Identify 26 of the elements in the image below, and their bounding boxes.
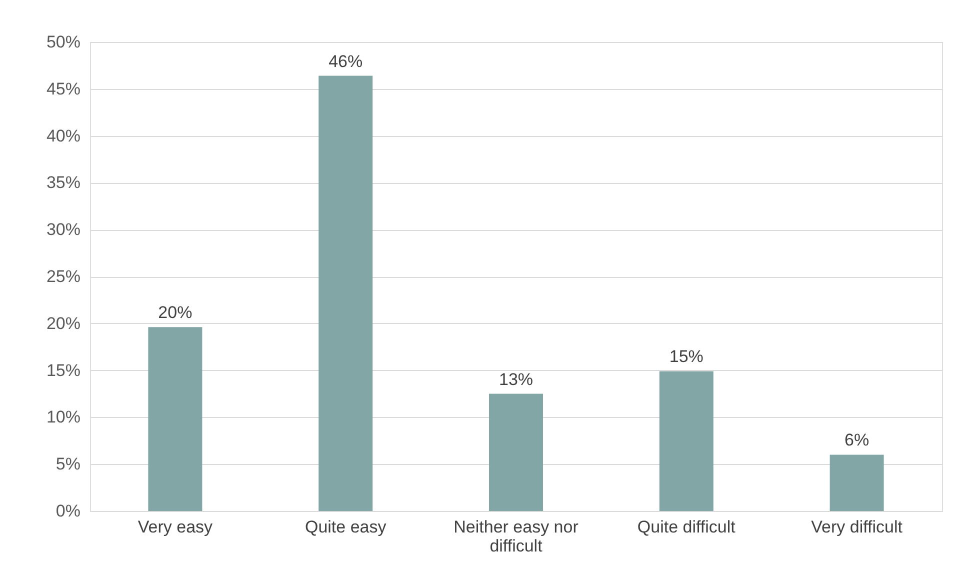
data-label: 13% [498,370,534,389]
y-tick-label: 10% [46,408,80,427]
bar [318,76,373,511]
data-label: 20% [158,303,192,322]
y-tick-label: 35% [46,173,80,192]
y-tick-label: 30% [46,220,80,240]
bar [830,454,884,511]
y-tick-label: 5% [56,454,80,474]
x-tick-label: Quite difficult [637,518,736,536]
x-tick-label: Very easy [138,518,214,536]
y-tick-label: 40% [46,126,80,146]
y-tick-label: 45% [46,79,80,98]
x-tick-label: Neither easy nor difficult [454,518,579,556]
bar [148,327,202,511]
y-tick-label: 25% [46,267,80,286]
data-label: 6% [844,430,870,450]
y-tick-label: 20% [46,314,80,333]
y-tick-label: 15% [46,360,80,380]
y-tick-label: 50% [46,32,80,52]
x-tick-label: Quite easy [304,518,387,536]
x-tick-label: Very difficult [811,518,903,536]
data-label: 15% [669,347,704,366]
data-label: 46% [328,52,363,71]
bar [659,371,714,511]
y-tick-label: 0% [56,502,80,520]
bar [489,394,543,511]
